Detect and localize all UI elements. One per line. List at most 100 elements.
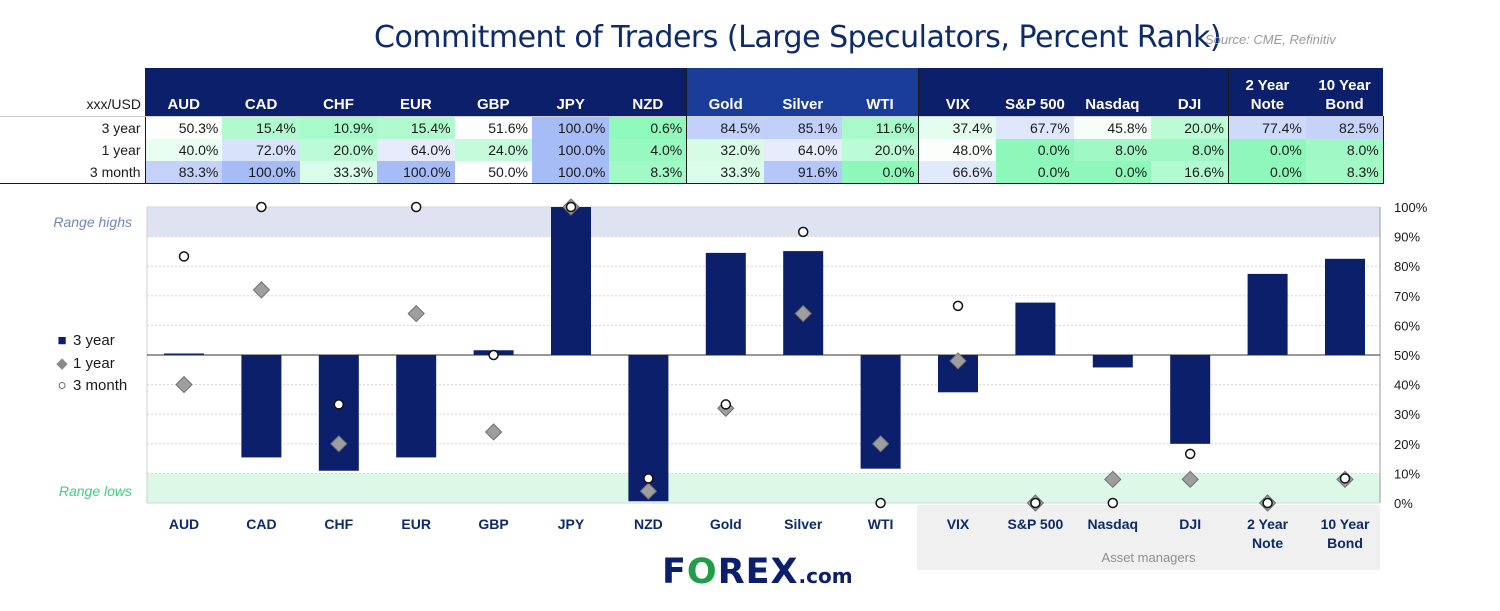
table-cell: 33.3% <box>299 161 378 184</box>
marker-1-year <box>1181 470 1199 489</box>
table-row-label: 1 year <box>101 142 141 158</box>
x-tick-label: VIX <box>947 516 970 532</box>
bar-3-year <box>1092 355 1133 368</box>
marker-3-month <box>333 399 345 410</box>
x-tick-label: DJI <box>1179 516 1201 532</box>
table-cell: 0.0% <box>841 161 919 184</box>
table-cell: 100.0% <box>377 161 455 184</box>
table-cell: 0.6% <box>609 116 687 139</box>
table-cell: 11.6% <box>841 116 919 139</box>
table-header-row: xxx/USD AUD CAD CHF EUR GBP JPY NZD Gold Silver W… <box>0 68 1384 117</box>
table-cell: 83.3% <box>144 161 223 184</box>
table-cell: 40.0% <box>144 139 223 161</box>
percent-rank-chart: Range highs Range lows Asset managers 0% 10%… <box>53 198 1428 570</box>
legend-item-3-year: ■ 3 year <box>55 332 115 349</box>
table-col-header: JPY <box>531 68 610 117</box>
y-tick-label: 90% <box>1394 230 1420 245</box>
cot-table: xxx/USD AUD CAD CHF EUR GBP JPY NZD Gold Silver W… <box>0 68 1384 184</box>
table-cell: 4.0% <box>609 139 687 161</box>
table-cell: 24.0% <box>454 139 532 161</box>
logo-letters: REX <box>717 552 799 592</box>
asset-managers-label: Asset managers <box>1102 550 1196 565</box>
marker-3-month <box>643 473 654 484</box>
logo-letter-o: O <box>686 552 718 592</box>
y-tick-label: 50% <box>1394 348 1420 363</box>
bar-3-year <box>396 355 437 458</box>
marker-3-month <box>410 201 422 213</box>
legend-item-1-year: ◆ 1 year <box>55 354 114 372</box>
table-cell: 10.9% <box>299 116 378 139</box>
bar-3-year <box>705 252 746 355</box>
table-col-header: VIX <box>918 68 997 117</box>
table-col-header: WTI <box>841 68 919 117</box>
x-tick-label: EUR <box>401 516 431 532</box>
y-tick-label: 60% <box>1394 318 1420 333</box>
x-tick-label: S&P 500 <box>1008 516 1064 532</box>
table-row: 3 month 83.3% 100.0% 33.3% 100.0% 50.0% 100.0%… <box>0 161 1384 184</box>
range-lows-label: Range lows <box>59 483 132 499</box>
marker-3-month <box>952 300 964 312</box>
table-cell: 8.0% <box>1073 139 1152 161</box>
table-cell: 8.3% <box>609 161 687 184</box>
bar-3-year <box>1015 302 1056 355</box>
marker-1-year <box>949 352 967 370</box>
table-cell: 0.0% <box>1073 161 1152 184</box>
marker-3-month <box>1339 473 1351 484</box>
x-tick-label: Nasdaq <box>1088 516 1139 532</box>
table-cell: 100.0% <box>531 139 610 161</box>
table-cell: 15.4% <box>377 116 455 139</box>
marker-3-month <box>875 497 886 509</box>
bar-3-year <box>551 207 591 355</box>
bar-3-year <box>241 355 282 458</box>
x-tick-label: Gold <box>710 516 742 532</box>
table-cell: 32.0% <box>686 139 765 161</box>
table-col-header: Gold <box>686 68 765 117</box>
x-tick-label: CHF <box>324 516 353 532</box>
bar-3-year <box>783 251 824 355</box>
marker-1-year <box>871 435 890 453</box>
table-row-label: 3 year <box>0 116 145 139</box>
marker-1-year <box>252 281 271 299</box>
legend-diamond-icon: ◆ <box>56 355 68 372</box>
table-col-header: Nasdaq <box>1073 68 1152 117</box>
marker-1-year <box>1104 470 1122 489</box>
x-tick-label: JPY <box>558 516 585 532</box>
legend-label: 3 year <box>73 332 115 349</box>
table-cell: 85.1% <box>764 116 842 139</box>
y-tick-label: 80% <box>1394 259 1420 274</box>
y-tick-label: 20% <box>1394 437 1420 452</box>
table-cell: 0.0% <box>1227 161 1306 184</box>
table-cell: 20.0% <box>841 139 919 161</box>
table-col-header: S&P 500 <box>996 68 1074 117</box>
marker-1-year <box>794 304 812 323</box>
table-col-header: AUD <box>145 68 223 117</box>
table-col-header: 2 Year Note <box>1227 68 1306 117</box>
legend-item-3-month: ○ 3 month <box>55 377 127 394</box>
table-cell: 64.0% <box>377 139 455 161</box>
table-col-header: Silver <box>764 68 842 117</box>
x-tick-label: CAD <box>246 516 276 532</box>
table-corner-label: xxx/USD <box>0 68 145 117</box>
marker-3-month <box>178 251 190 262</box>
table-cell: 0.0% <box>996 161 1074 184</box>
range-highs-label: Range highs <box>53 214 132 230</box>
table-cell: 0.0% <box>996 139 1074 161</box>
y-tick-label: 40% <box>1394 378 1420 393</box>
bar-3-year <box>318 355 359 471</box>
table-cell: 77.4% <box>1227 116 1306 139</box>
marker-3-month <box>1030 497 1041 509</box>
table-col-header: 10 Year Bond <box>1305 68 1384 117</box>
y-tick-label: 100% <box>1394 200 1428 215</box>
marker-3-month <box>720 399 732 410</box>
marker-1-year <box>484 423 503 441</box>
table-row: 3 year 50.3% 15.4% 10.9% 15.4% 51.6% 100.0% 0.6… <box>0 116 1384 139</box>
table-cell: 8.3% <box>1305 161 1384 184</box>
table-cell: 66.6% <box>918 161 997 184</box>
table-cell: 48.0% <box>918 139 997 161</box>
table-cell: 50.0% <box>454 161 532 184</box>
range-highs-band <box>147 207 1380 237</box>
y-tick-label: 70% <box>1394 289 1420 304</box>
marker-1-year <box>407 304 425 323</box>
x-tick-label: GBP <box>478 516 508 532</box>
marker-3-month <box>256 201 267 213</box>
